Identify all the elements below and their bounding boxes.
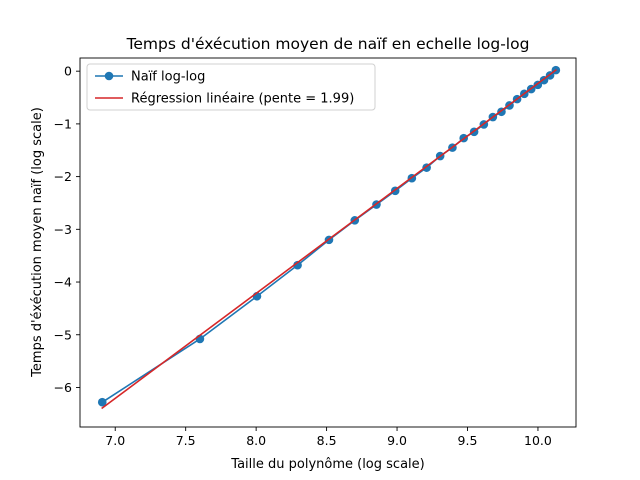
x-tick-label: 9.5	[458, 433, 478, 448]
series-1-point	[293, 260, 302, 270]
y-tick-label: −6	[54, 380, 72, 395]
y-tick-label: −1	[54, 116, 72, 131]
y-tick-label: −5	[54, 327, 72, 342]
y-tick-label: −3	[54, 222, 72, 237]
legend-label-1: Naïf log-log	[131, 70, 205, 85]
legend: Naïf log-log Régression linéaire (pente =…	[86, 63, 376, 111]
x-tick-label: 10.0	[524, 433, 552, 448]
legend-box	[86, 63, 376, 111]
y-tick-label: −2	[54, 169, 72, 184]
plot-area: 7.0 7.5 8.0 8.5 9.0 9.5 10.0 0 −1 −2 −3 −4 −5 −6	[54, 57, 577, 448]
x-tick-label: 9.0	[387, 433, 407, 448]
y-tick-label: −4	[54, 275, 72, 290]
y-axis-label: Temps d'éxécution moyen naïf (log scale)	[30, 107, 45, 378]
x-tick-label: 7.5	[176, 433, 196, 448]
series-line-2	[101, 69, 557, 410]
series-1-point	[97, 397, 107, 407]
x-tick-label: 7.0	[105, 433, 125, 448]
y-tick-label: 0	[64, 64, 72, 79]
legend-label-2: Régression linéaire (pente = 1.99)	[131, 92, 354, 107]
axes-frame	[79, 57, 577, 428]
x-tick-label: 8.0	[246, 433, 266, 448]
x-axis-label: Taille du polynôme (log scale)	[230, 457, 424, 472]
chart-title: Temps d'éxécution moyen de naïf en echel…	[126, 35, 530, 53]
legend-marker-1	[104, 71, 114, 81]
x-tick-label: 8.5	[317, 433, 337, 448]
